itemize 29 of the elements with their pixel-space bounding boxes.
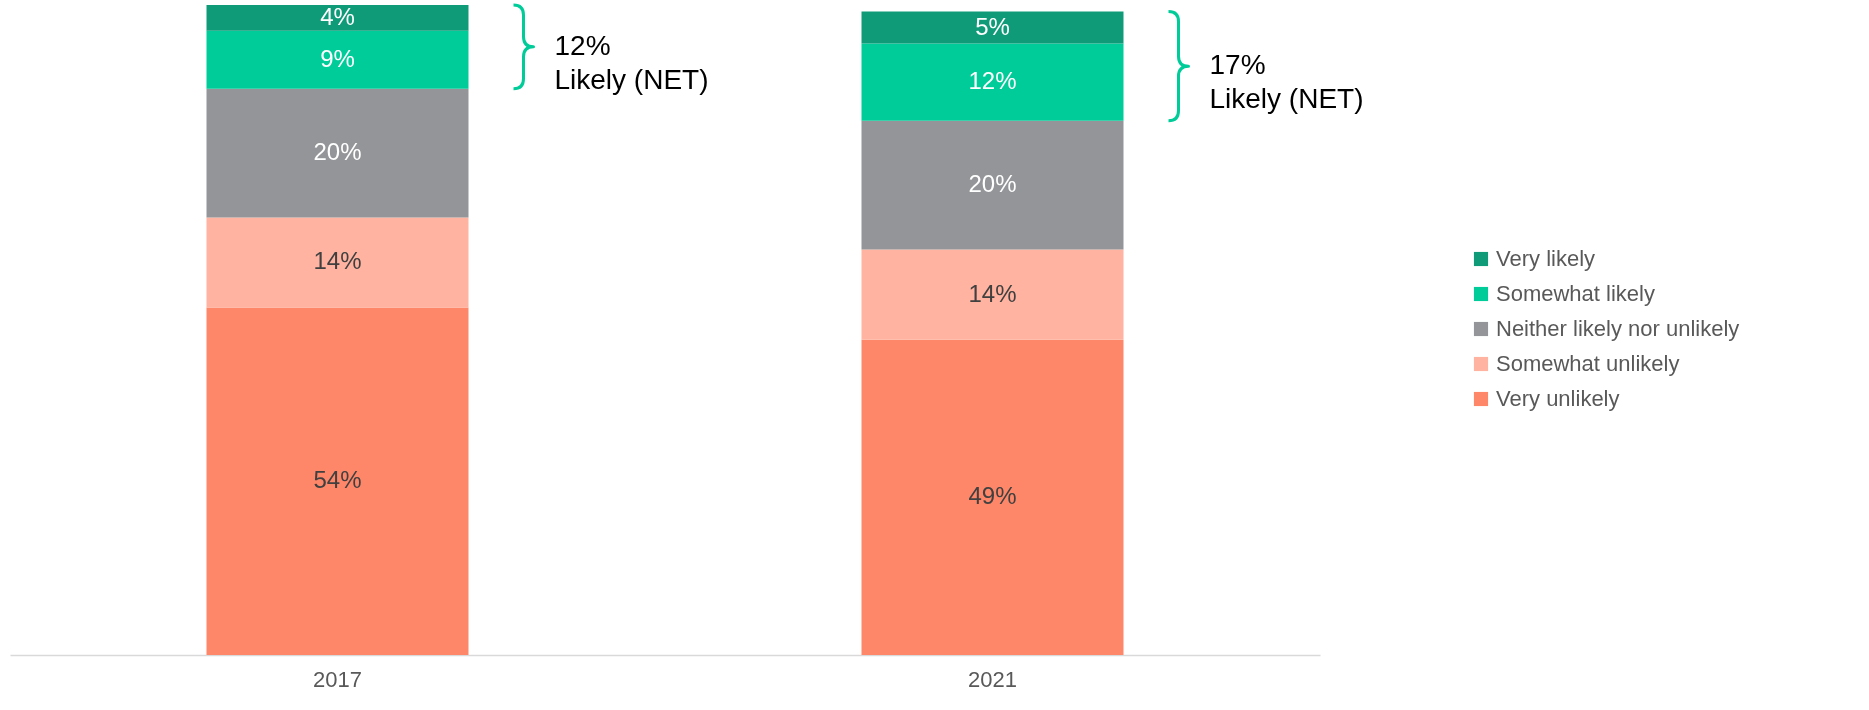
bar	[861, 43, 1124, 121]
data-label: 9%	[320, 44, 355, 72]
data-label: 20%	[313, 138, 362, 166]
legend-label: Somewhat unlikely	[1496, 351, 1680, 376]
legend-label: Neither likely nor unlikely	[1496, 316, 1740, 341]
data-label: 12%	[968, 67, 1017, 95]
data-label: 4%	[320, 2, 355, 30]
bar	[861, 120, 1124, 250]
bar	[206, 88, 469, 218]
bar	[861, 339, 1124, 655]
data-label: 14%	[968, 279, 1017, 307]
x-tick-label: 2021	[968, 666, 1017, 692]
annotation: 17% Likely (NET)	[1209, 49, 1364, 115]
bar	[206, 30, 469, 89]
x-tick-label: 2017	[313, 666, 362, 692]
bar	[861, 249, 1124, 340]
legend-label: Very likely	[1496, 246, 1596, 271]
data-label: 54%	[313, 466, 362, 494]
legend-label: Very unlikely	[1496, 386, 1620, 411]
legend-label: Somewhat likely	[1496, 281, 1655, 306]
data-label: 14%	[313, 247, 362, 275]
data-label: 20%	[968, 170, 1017, 198]
bar	[861, 11, 1124, 44]
annotation: 12% Likely (NET)	[554, 29, 709, 95]
data-label: 49%	[968, 482, 1017, 510]
bar	[206, 5, 469, 31]
data-label: 5%	[975, 12, 1010, 40]
bar	[206, 307, 469, 655]
bar	[206, 217, 469, 308]
